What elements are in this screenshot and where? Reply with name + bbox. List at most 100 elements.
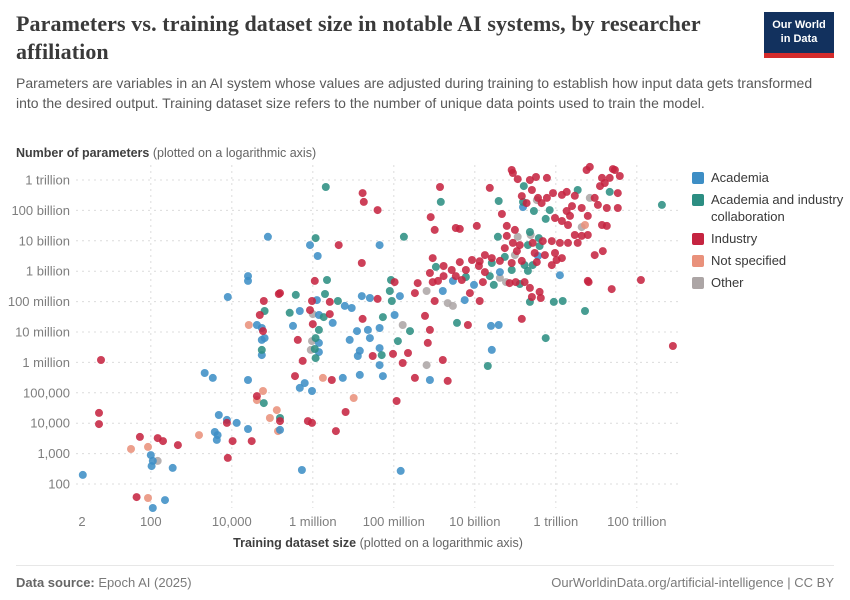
legend-item-other[interactable]: Other bbox=[692, 275, 844, 291]
data-point bbox=[495, 273, 504, 282]
data-point bbox=[390, 311, 399, 319]
data-point bbox=[276, 425, 284, 434]
data-point bbox=[153, 434, 162, 443]
data-point bbox=[566, 211, 574, 220]
legend-label: Other bbox=[711, 275, 744, 291]
data-point bbox=[602, 221, 611, 230]
legend-item-industry[interactable]: Industry bbox=[692, 231, 844, 247]
y-axis-title-bold: Number of parameters bbox=[16, 146, 150, 160]
data-point bbox=[375, 324, 384, 332]
data-point bbox=[272, 406, 281, 415]
data-point bbox=[212, 435, 221, 444]
data-point bbox=[313, 252, 322, 260]
data-point bbox=[410, 373, 419, 382]
data-point bbox=[276, 417, 284, 426]
data-point bbox=[584, 278, 593, 287]
data-point bbox=[532, 173, 540, 181]
data-point bbox=[434, 276, 442, 285]
data-point bbox=[555, 271, 564, 280]
data-point bbox=[355, 370, 364, 379]
data-point bbox=[422, 287, 431, 295]
data-point bbox=[340, 301, 349, 310]
data-point bbox=[577, 231, 586, 240]
legend-item-not-specified[interactable]: Not specified bbox=[692, 253, 844, 269]
data-point bbox=[135, 432, 144, 441]
data-point bbox=[596, 182, 604, 191]
series-industry bbox=[95, 162, 677, 502]
data-point bbox=[475, 297, 484, 305]
data-point bbox=[373, 206, 382, 215]
data-point bbox=[447, 266, 456, 274]
data-point bbox=[502, 221, 511, 230]
data-point bbox=[535, 287, 544, 296]
data-point bbox=[285, 308, 294, 317]
x-tick-label: 100 million bbox=[363, 514, 425, 529]
data-point bbox=[507, 266, 516, 274]
data-point bbox=[505, 279, 514, 288]
owid-logo[interactable]: Our World in Data bbox=[764, 12, 834, 58]
data-point bbox=[325, 310, 334, 319]
data-point bbox=[461, 266, 470, 274]
data-point bbox=[538, 237, 547, 246]
data-point bbox=[223, 293, 232, 301]
data-point bbox=[438, 287, 447, 295]
legend-swatch-not-specified bbox=[692, 255, 704, 267]
y-tick-label: 10,000 bbox=[30, 416, 70, 431]
legend: Academia Academia and industry collabora… bbox=[692, 170, 844, 298]
data-point bbox=[590, 251, 599, 260]
data-point bbox=[377, 351, 386, 360]
data-point bbox=[500, 244, 509, 253]
data-point bbox=[425, 325, 434, 334]
data-point bbox=[359, 197, 368, 206]
data-point bbox=[291, 372, 299, 381]
data-point bbox=[306, 241, 314, 250]
data-point bbox=[581, 307, 589, 315]
data-point bbox=[487, 321, 495, 330]
data-point bbox=[453, 318, 461, 327]
page-title: Parameters vs. training dataset size in … bbox=[16, 11, 701, 64]
data-point bbox=[525, 176, 534, 184]
data-point bbox=[513, 232, 522, 241]
data-point bbox=[300, 379, 309, 388]
data-point bbox=[487, 254, 496, 263]
data-point bbox=[97, 356, 105, 364]
data-point bbox=[323, 276, 331, 284]
legend-label: Academia bbox=[711, 170, 769, 185]
data-point bbox=[375, 361, 384, 370]
data-point bbox=[295, 383, 304, 392]
x-axis-title-note: (plotted on a logarithmic axis) bbox=[356, 536, 523, 550]
footer: Data source: Epoch AI (2025) OurWorldinD… bbox=[16, 565, 834, 590]
data-point bbox=[259, 399, 268, 408]
data-point bbox=[585, 162, 594, 171]
data-point bbox=[605, 187, 614, 196]
x-tick-label: 100 bbox=[140, 514, 162, 529]
data-point bbox=[547, 261, 556, 270]
data-point bbox=[144, 442, 152, 451]
data-point bbox=[552, 256, 561, 264]
owid-url-link[interactable]: OurWorldinData.org/artificial-intelligen… bbox=[551, 575, 834, 590]
data-point bbox=[530, 249, 539, 257]
data-point bbox=[463, 321, 472, 329]
data-point bbox=[353, 327, 361, 336]
data-point bbox=[311, 234, 320, 243]
data-point bbox=[259, 297, 268, 305]
data-point bbox=[494, 197, 503, 205]
data-point bbox=[365, 334, 374, 343]
data-point bbox=[517, 256, 526, 265]
data-point bbox=[260, 334, 269, 343]
scatter-plot[interactable]: 1 trillion 100 billion 10 billion 1 billion… bbox=[0, 160, 850, 560]
data-point bbox=[573, 238, 582, 247]
legend-item-collaboration[interactable]: Academia and industry collaboration bbox=[692, 192, 844, 225]
legend-item-academia[interactable]: Academia bbox=[692, 170, 844, 186]
data-point bbox=[451, 272, 460, 281]
x-tick-label: 10 billion bbox=[449, 514, 500, 529]
data-point bbox=[668, 342, 677, 350]
data-point bbox=[341, 408, 350, 416]
x-tick-label: 100 trillion bbox=[607, 514, 666, 529]
data-point bbox=[470, 280, 478, 289]
data-point bbox=[265, 414, 274, 422]
data-point bbox=[423, 338, 432, 347]
logo-line-1: Our World bbox=[772, 19, 826, 31]
data-point bbox=[345, 335, 354, 344]
data-point bbox=[610, 166, 619, 174]
